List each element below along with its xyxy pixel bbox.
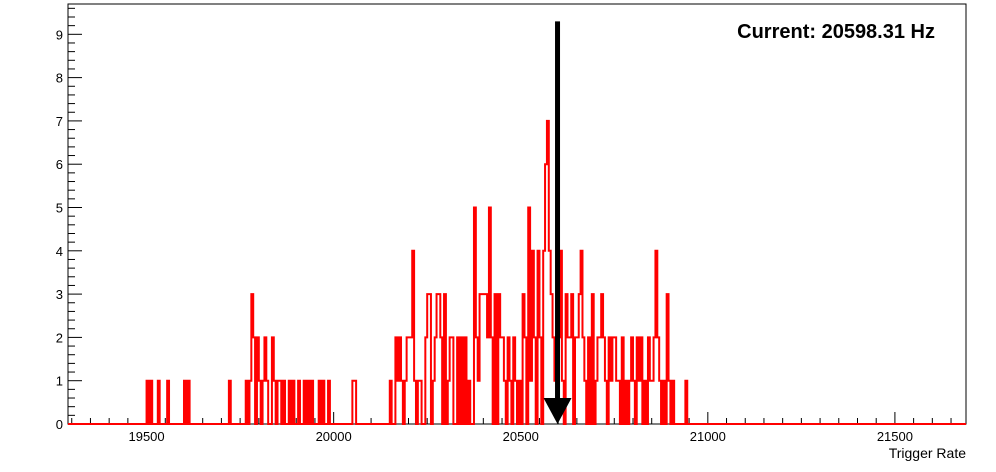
y-tick-label: 6 xyxy=(56,157,63,172)
x-tick-label: 21000 xyxy=(690,429,726,444)
y-tick-label: 4 xyxy=(56,244,63,259)
y-tick-label: 1 xyxy=(56,374,63,389)
y-tick-label: 7 xyxy=(56,114,63,129)
y-axis-ticks: 0 1 2 3 4 5 6 7 8 9 xyxy=(56,7,82,432)
x-tick-label: 20500 xyxy=(503,429,539,444)
x-axis-ticks: 19500 20000 20500 21000 21500 xyxy=(71,412,952,444)
y-tick-label: 2 xyxy=(56,330,63,345)
plot-frame xyxy=(67,3,967,425)
y-tick-label: 5 xyxy=(56,201,63,216)
y-tick-label: 9 xyxy=(56,27,63,42)
x-axis-title: Trigger Rate xyxy=(889,445,967,461)
current-rate-arrow xyxy=(543,21,572,424)
histogram-series-line xyxy=(68,119,966,425)
x-tick-label: 20000 xyxy=(316,429,352,444)
y-tick-label: 3 xyxy=(56,287,63,302)
y-tick-label: 0 xyxy=(56,417,63,432)
arrow-head xyxy=(543,398,572,424)
y-tick-label: 8 xyxy=(56,71,63,86)
current-rate-label: Current: 20598.31 Hz xyxy=(737,21,935,43)
x-tick-label: 21500 xyxy=(877,429,913,444)
x-tick-label: 19500 xyxy=(128,429,164,444)
